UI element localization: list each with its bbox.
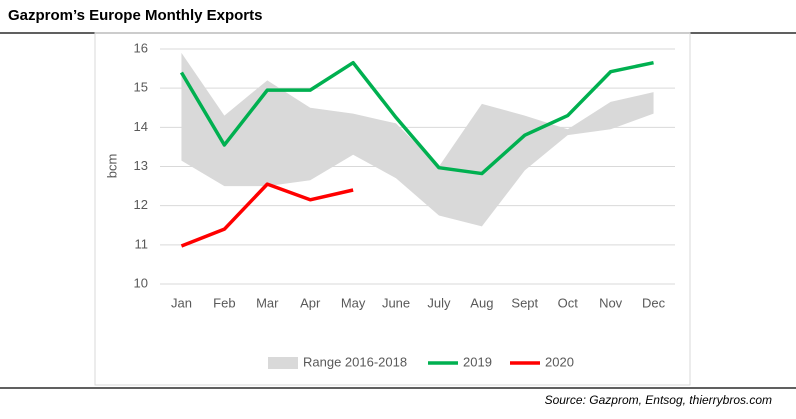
chart-title: Gazprom’s Europe Monthly Exports bbox=[8, 7, 262, 24]
x-tick-label: Mar bbox=[256, 295, 279, 310]
legend-label: 2020 bbox=[545, 354, 574, 369]
y-tick-label: 10 bbox=[134, 275, 148, 290]
x-tick-label: Oct bbox=[558, 295, 579, 310]
x-tick-label: June bbox=[382, 295, 410, 310]
y-tick-label: 12 bbox=[134, 197, 148, 212]
x-tick-label: Dec bbox=[642, 295, 666, 310]
x-tick-label: Jan bbox=[171, 295, 192, 310]
legend-label: 2019 bbox=[463, 354, 492, 369]
series-line bbox=[179, 60, 654, 176]
y-tick-label: 14 bbox=[134, 119, 148, 134]
x-tick-label: Feb bbox=[213, 295, 235, 310]
chart-frame bbox=[94, 32, 691, 386]
series-line bbox=[180, 182, 354, 248]
y-tick-label: 13 bbox=[134, 158, 148, 173]
x-tick-label: July bbox=[427, 295, 451, 310]
y-tick-label: 15 bbox=[134, 80, 148, 95]
source-note: Source: Gazprom, Entsog, thierrybros.com bbox=[545, 393, 772, 407]
legend-swatch bbox=[268, 357, 298, 369]
x-tick-label: May bbox=[341, 295, 366, 310]
y-tick-label: 11 bbox=[135, 236, 149, 251]
x-tick-label: Apr bbox=[300, 295, 321, 310]
range-band bbox=[181, 52, 654, 227]
x-tick-label: Nov bbox=[599, 295, 623, 310]
legend-label: Range 2016-2018 bbox=[303, 354, 407, 369]
y-tick-label: 16 bbox=[134, 40, 148, 55]
x-tick-label: Aug bbox=[470, 295, 493, 310]
y-axis-label: bcm bbox=[104, 154, 119, 179]
x-tick-label: Sept bbox=[511, 295, 538, 310]
